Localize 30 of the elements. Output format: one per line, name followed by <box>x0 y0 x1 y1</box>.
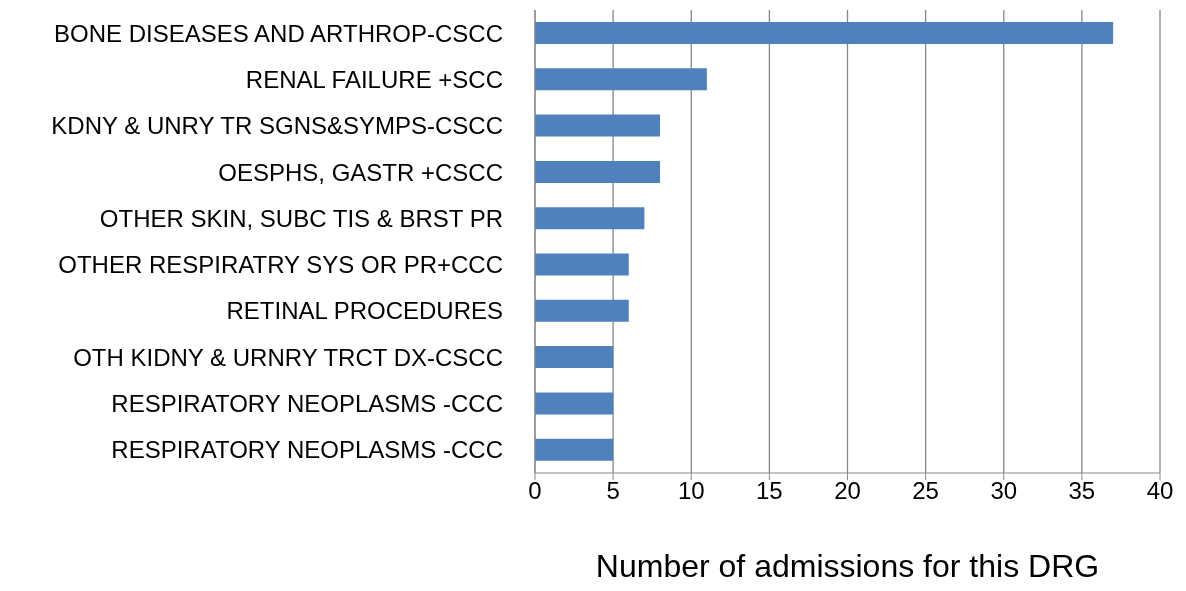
x-tick-label: 25 <box>912 477 939 505</box>
x-axis-title: Number of admissions for this DRG <box>595 548 1100 584</box>
y-tick-label: RESPIRATORY NEOPLASMS -CCC <box>111 390 503 418</box>
bar <box>535 68 707 91</box>
bar <box>535 160 660 183</box>
y-tick-label: RENAL FAILURE +SCC <box>245 65 503 93</box>
bar <box>535 346 614 369</box>
x-tick-label: 5 <box>606 477 620 505</box>
y-tick-label: RETINAL PROCEDURES <box>226 297 503 325</box>
y-tick-label: OTHER SKIN, SUBC TIS & BRST PR <box>99 204 503 232</box>
x-tick-label: 0 <box>528 477 542 505</box>
x-tick-label: 40 <box>1146 477 1174 505</box>
y-tick-label: BONE DISEASES AND ARTHROP-CSCC <box>54 19 503 47</box>
x-tick-label: 20 <box>834 477 861 505</box>
y-tick-label: RESPIRATORY NEOPLASMS -CCC <box>111 436 503 464</box>
x-tick-label: 15 <box>756 477 783 505</box>
x-tick-label: 35 <box>1068 477 1096 505</box>
bar <box>535 299 629 322</box>
bar <box>535 22 1114 44</box>
x-tick-label: 30 <box>990 477 1018 505</box>
y-tick-label: OTHER RESPIRATRY SYS OR PR+CCC <box>58 251 503 279</box>
y-tick-label: OTH KIDNY & URNRY TRCT DX-CSCC <box>73 343 503 371</box>
bar <box>535 438 614 461</box>
x-tick-label: 10 <box>677 477 705 505</box>
y-tick-label: KDNY & UNRY TR SGNS&SYMPS-CSCC <box>51 112 503 140</box>
bar <box>535 392 614 415</box>
bar <box>535 207 645 230</box>
bar <box>535 253 629 276</box>
bar <box>535 114 660 137</box>
y-tick-label: OESPHS, GASTR +CSCC <box>218 158 503 186</box>
